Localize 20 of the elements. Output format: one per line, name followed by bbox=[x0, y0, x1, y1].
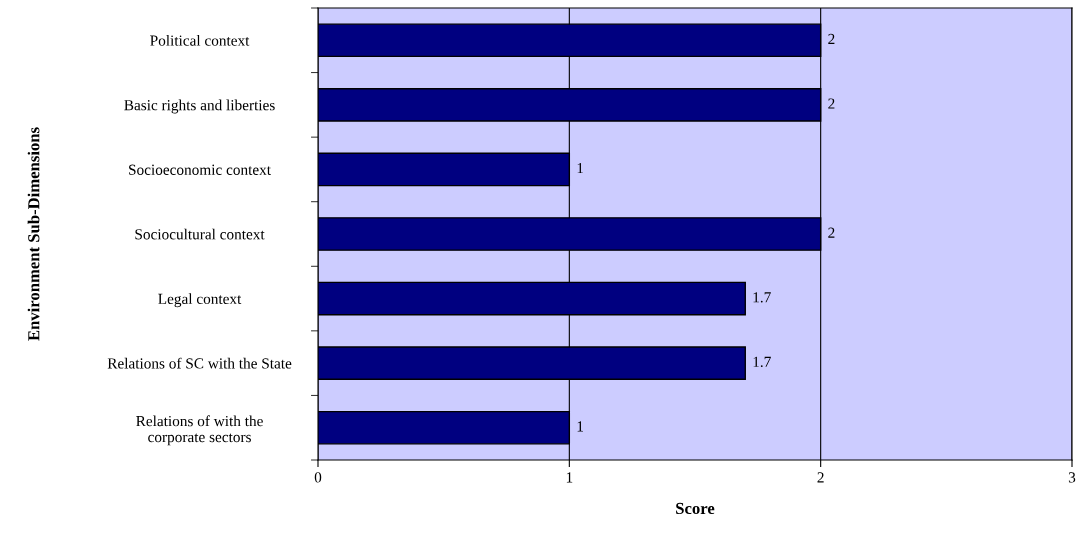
data-label: 1.7 bbox=[753, 356, 771, 368]
y-tick-label: Relations of SC with the State bbox=[107, 357, 292, 369]
y-tick-label: Sociocultural context bbox=[135, 228, 265, 240]
data-label: 1.7 bbox=[753, 292, 771, 303]
y-tick-label: Political context bbox=[150, 34, 250, 46]
x-axis-title: Score bbox=[676, 502, 715, 515]
y-tick-label: Basic rights and liberties bbox=[124, 99, 275, 114]
data-label: 1 bbox=[577, 163, 583, 174]
x-tick-label: 2 bbox=[817, 472, 824, 483]
y-tick-label: Socioeconomic context bbox=[129, 164, 271, 175]
data-label: 2 bbox=[828, 227, 835, 238]
data-label: 2 bbox=[828, 98, 835, 109]
x-tick-label: 3 bbox=[1068, 472, 1076, 483]
y-tick-label: Relations of with the corporate sectors bbox=[136, 415, 263, 446]
x-tick-label: 1 bbox=[566, 472, 573, 483]
data-label: 2 bbox=[828, 33, 835, 44]
data-label: 1 bbox=[577, 421, 583, 432]
y-axis-title: Environment Sub-Dimensions bbox=[27, 127, 40, 341]
y-tick-label: Legal context bbox=[158, 293, 242, 308]
x-tick-label: 0 bbox=[314, 472, 322, 483]
